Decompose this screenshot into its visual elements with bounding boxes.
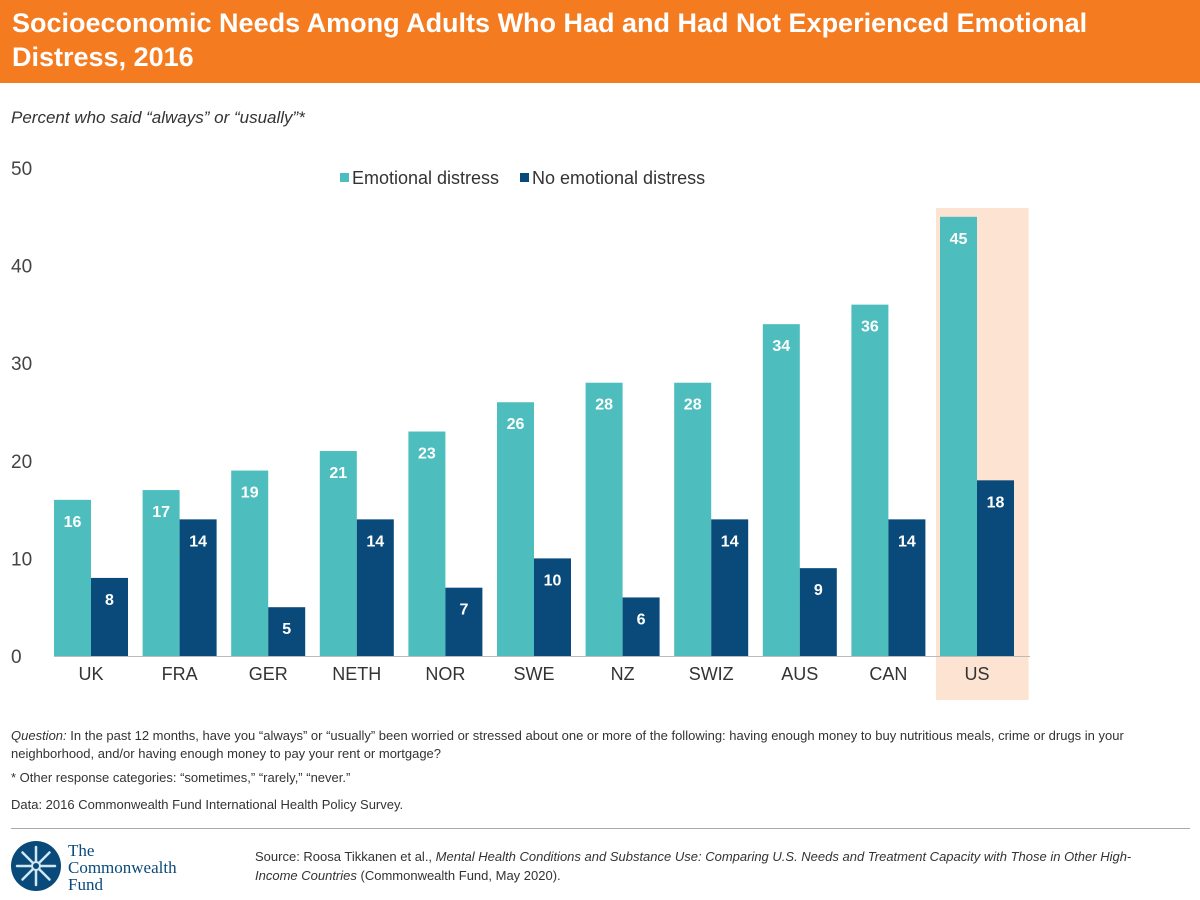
x-tick-label: US xyxy=(964,664,989,684)
data-label: 9 xyxy=(814,582,823,599)
y-tick-label: 0 xyxy=(11,647,22,668)
data-label: 10 xyxy=(544,572,562,589)
legend-swatch xyxy=(340,173,349,182)
y-tick-label: 10 xyxy=(11,549,32,570)
data-label: 14 xyxy=(189,533,207,550)
source-suffix: (Commonwealth Fund, May 2020). xyxy=(356,868,561,883)
bar xyxy=(674,382,712,656)
bar xyxy=(762,324,800,656)
data-label: 14 xyxy=(898,533,916,550)
data-label: 19 xyxy=(241,485,259,502)
legend-label: Emotional distress xyxy=(352,168,499,188)
data-label: 36 xyxy=(861,319,879,336)
question-text: Question: In the past 12 months, have yo… xyxy=(11,727,1176,763)
y-tick-label: 20 xyxy=(11,452,32,473)
logo-line: Commonwealth xyxy=(68,858,177,877)
bar xyxy=(711,519,749,656)
chart-title: Socioeconomic Needs Among Adults Who Had… xyxy=(12,8,1088,72)
data-label: 14 xyxy=(721,533,739,550)
data-label: 16 xyxy=(64,514,82,531)
data-label: 14 xyxy=(366,533,384,550)
divider xyxy=(11,828,1190,829)
bar xyxy=(91,577,128,656)
source-title: Mental Health Conditions and Substance U… xyxy=(255,849,1132,883)
bar xyxy=(851,304,889,656)
bar xyxy=(940,216,977,657)
data-label: 21 xyxy=(329,465,347,482)
y-tick-label: 50 xyxy=(11,159,32,180)
bar xyxy=(231,470,269,656)
logo-text: The Commonwealth Fund xyxy=(68,842,177,893)
data-label: 17 xyxy=(152,504,170,521)
chart-subtitle: Percent who said “always” or “usually”* xyxy=(11,108,305,127)
data-label: 28 xyxy=(684,397,702,414)
bar xyxy=(497,402,534,656)
x-tick-label: SWE xyxy=(513,664,554,684)
x-tick-label: GER xyxy=(249,664,288,684)
bar xyxy=(888,519,926,656)
bar xyxy=(977,480,1014,656)
x-tick-label: AUS xyxy=(781,664,818,684)
source-prefix: Source: Roosa Tikkanen et al., xyxy=(255,849,436,864)
x-tick-label: NETH xyxy=(332,664,381,684)
logo-line: The xyxy=(68,841,95,860)
x-tick-label: CAN xyxy=(869,664,907,684)
data-label: 5 xyxy=(282,621,291,638)
bar xyxy=(445,587,483,656)
data-label: 23 xyxy=(418,446,436,463)
data-label: 18 xyxy=(987,494,1005,511)
data-label: 45 xyxy=(950,231,968,248)
bar xyxy=(534,558,571,656)
logo-line: Fund xyxy=(68,875,103,894)
bar xyxy=(142,490,180,656)
data-label: 26 xyxy=(507,416,525,433)
commonwealth-fund-logo-icon xyxy=(11,841,61,891)
bar xyxy=(799,568,837,656)
legend-swatch xyxy=(520,173,529,182)
title-bar: Socioeconomic Needs Among Adults Who Had… xyxy=(0,0,1200,83)
bar xyxy=(54,499,91,656)
bar-chart: 0 10 20 30 40 50 Emotional distress No emotiona… xyxy=(11,159,1030,700)
bar xyxy=(408,431,446,656)
x-tick-label: NOR xyxy=(425,664,465,684)
bar xyxy=(179,519,217,656)
legend-label: No emotional distress xyxy=(532,168,705,188)
bar xyxy=(319,451,357,656)
response-note: * Other response categories: “sometimes,… xyxy=(11,770,351,785)
x-tick-label: UK xyxy=(78,664,103,684)
bar xyxy=(268,607,306,656)
x-tick-label: SWIZ xyxy=(689,664,734,684)
y-tick-label: 30 xyxy=(11,354,32,375)
bar xyxy=(356,519,394,656)
source-citation: Source: Roosa Tikkanen et al., Mental He… xyxy=(255,847,1155,885)
bar xyxy=(585,382,623,656)
question-label: Question: xyxy=(11,728,67,743)
x-tick-label: FRA xyxy=(162,664,198,684)
data-label: 6 xyxy=(637,611,646,628)
data-label: 34 xyxy=(772,338,790,355)
bar xyxy=(622,597,660,656)
question-body: In the past 12 months, have you “always”… xyxy=(11,728,1124,761)
y-tick-label: 40 xyxy=(11,257,32,278)
data-label: 8 xyxy=(105,592,114,609)
x-tick-label: NZ xyxy=(611,664,635,684)
data-label: 28 xyxy=(595,397,613,414)
data-note: Data: 2016 Commonwealth Fund Internation… xyxy=(11,797,404,812)
data-label: 7 xyxy=(459,602,468,619)
